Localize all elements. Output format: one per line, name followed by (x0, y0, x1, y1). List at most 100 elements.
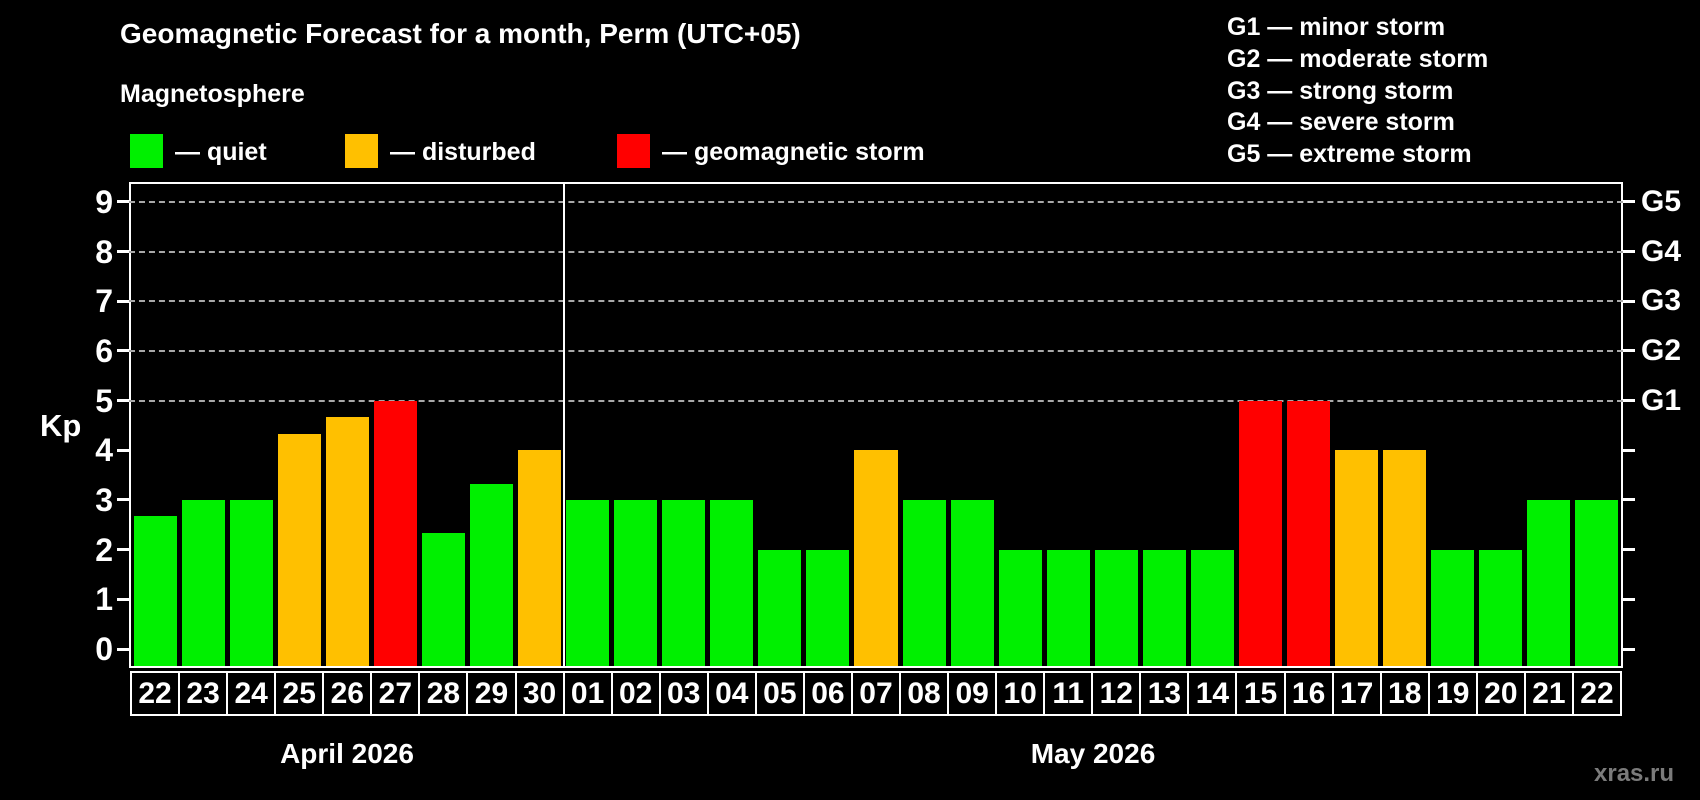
left-axis-tick-2 (117, 548, 129, 552)
kp-bar-may-22 (1575, 499, 1619, 666)
day-label-april-24: 24 (226, 671, 277, 716)
day-label-may-05: 05 (754, 671, 805, 716)
right-axis-tick-3 (1623, 498, 1635, 502)
month-separator-line (562, 184, 565, 666)
day-label-april-30: 30 (514, 671, 565, 716)
disturbed-legend-label: — disturbed (390, 138, 536, 166)
kp-bar-april-29 (469, 483, 513, 666)
kp-bar-april-23 (181, 499, 225, 666)
kp-bar-april-26 (325, 417, 369, 666)
watermark-link[interactable]: xras.ru (1594, 760, 1675, 787)
day-label-april-26: 26 (322, 671, 373, 716)
storm-scale-g4: G4 — severe storm (1227, 108, 1455, 137)
day-label-may-16: 16 (1283, 671, 1334, 716)
day-label-may-18: 18 (1379, 671, 1430, 716)
right-axis-label-g2: G2 (1641, 333, 1682, 367)
day-label-may-06: 06 (802, 671, 853, 716)
day-label-may-15: 15 (1235, 671, 1286, 716)
quiet-legend-swatch (130, 134, 163, 168)
kp-bar-may-05 (758, 549, 802, 666)
right-axis-tick-2 (1623, 548, 1635, 552)
right-axis-tick-5 (1623, 399, 1635, 403)
kp-bar-may-06 (806, 549, 850, 666)
day-label-april-25: 25 (274, 671, 325, 716)
y-tick-label-2: 2 (95, 531, 113, 568)
kp-bar-may-14 (1190, 549, 1234, 666)
y-tick-label-4: 4 (95, 432, 113, 469)
kp-bar-april-30 (518, 450, 562, 666)
day-label-may-21: 21 (1523, 671, 1574, 716)
y-tick-label-0: 0 (95, 631, 113, 667)
y-tick-label-8: 8 (95, 233, 113, 270)
kp-bar-may-12 (1094, 549, 1138, 666)
kp-bar-may-21 (1527, 499, 1571, 666)
left-axis-tick-3 (117, 498, 129, 502)
day-label-may-10: 10 (995, 671, 1046, 716)
quiet-legend-label: — quiet (175, 138, 267, 166)
day-label-april-23: 23 (178, 671, 229, 716)
day-label-may-09: 09 (947, 671, 998, 716)
day-label-may-20: 20 (1475, 671, 1526, 716)
kp-bar-may-16 (1287, 400, 1331, 666)
gridline-kp8 (129, 250, 1623, 253)
day-label-may-01: 01 (562, 671, 613, 716)
kp-bar-april-22 (133, 516, 177, 666)
storm-scale-g3: G3 — strong storm (1227, 76, 1454, 105)
right-axis-label-g5: G5 (1641, 184, 1682, 218)
left-axis-tick-5 (117, 399, 129, 403)
kp-bar-may-08 (902, 499, 946, 666)
right-axis-tick-6 (1623, 349, 1635, 353)
chart-title: Geomagnetic Forecast for a month, Perm (… (120, 18, 801, 49)
kp-bar-may-13 (1142, 549, 1186, 666)
month-label-may: May 2026 (1030, 738, 1156, 769)
kp-bar-may-11 (1046, 549, 1090, 666)
kp-bar-may-03 (662, 499, 706, 666)
storm-scale-g5: G5 — extreme storm (1227, 140, 1472, 169)
day-label-may-12: 12 (1091, 671, 1142, 716)
day-label-may-14: 14 (1187, 671, 1238, 716)
kp-bar-may-07 (854, 450, 898, 666)
y-tick-label-1: 1 (95, 581, 113, 618)
y-tick-label-6: 6 (95, 332, 113, 369)
day-label-may-08: 08 (899, 671, 950, 716)
y-tick-label-7: 7 (95, 283, 113, 320)
gridline-kp7 (129, 300, 1623, 303)
kp-bar-april-25 (277, 433, 321, 666)
day-label-april-27: 27 (370, 671, 421, 716)
kp-bar-may-04 (710, 499, 754, 666)
right-axis-tick-7 (1623, 299, 1635, 303)
y-tick-label-5: 5 (95, 382, 113, 419)
day-label-april-28: 28 (418, 671, 469, 716)
kp-bar-april-28 (421, 533, 465, 666)
kp-bar-may-17 (1335, 450, 1379, 666)
kp-bar-may-15 (1238, 400, 1283, 666)
left-axis-tick-0 (117, 647, 129, 651)
kp-bar-may-18 (1383, 450, 1427, 666)
kp-bar-may-09 (950, 499, 994, 666)
day-label-may-04: 04 (706, 671, 757, 716)
y-tick-label-9: 9 (95, 183, 113, 220)
kp-bar-may-19 (1431, 549, 1475, 666)
day-label-may-11: 11 (1043, 671, 1094, 716)
right-axis-label-g3: G3 (1641, 284, 1682, 318)
left-axis-tick-4 (117, 448, 129, 452)
kp-bar-may-10 (998, 549, 1042, 666)
day-label-may-22: 22 (1571, 671, 1622, 716)
right-axis-tick-0 (1623, 647, 1635, 651)
y-axis-title: Kp (40, 408, 82, 443)
right-axis-tick-1 (1623, 597, 1635, 601)
y-tick-label-3: 3 (95, 481, 113, 518)
day-label-april-29: 29 (466, 671, 517, 716)
month-label-april: April 2026 (280, 738, 414, 769)
left-axis-tick-8 (117, 250, 129, 254)
day-label-may-13: 13 (1139, 671, 1190, 716)
kp-bar-april-27 (373, 400, 417, 666)
gridline-kp5 (129, 399, 1623, 402)
day-label-may-02: 02 (610, 671, 661, 716)
disturbed-legend-swatch (345, 134, 378, 168)
gridline-kp9 (129, 200, 1623, 203)
right-axis-tick-8 (1623, 250, 1635, 254)
chart-subtitle: Magnetosphere (120, 80, 305, 108)
kp-bar-may-01 (566, 499, 610, 666)
